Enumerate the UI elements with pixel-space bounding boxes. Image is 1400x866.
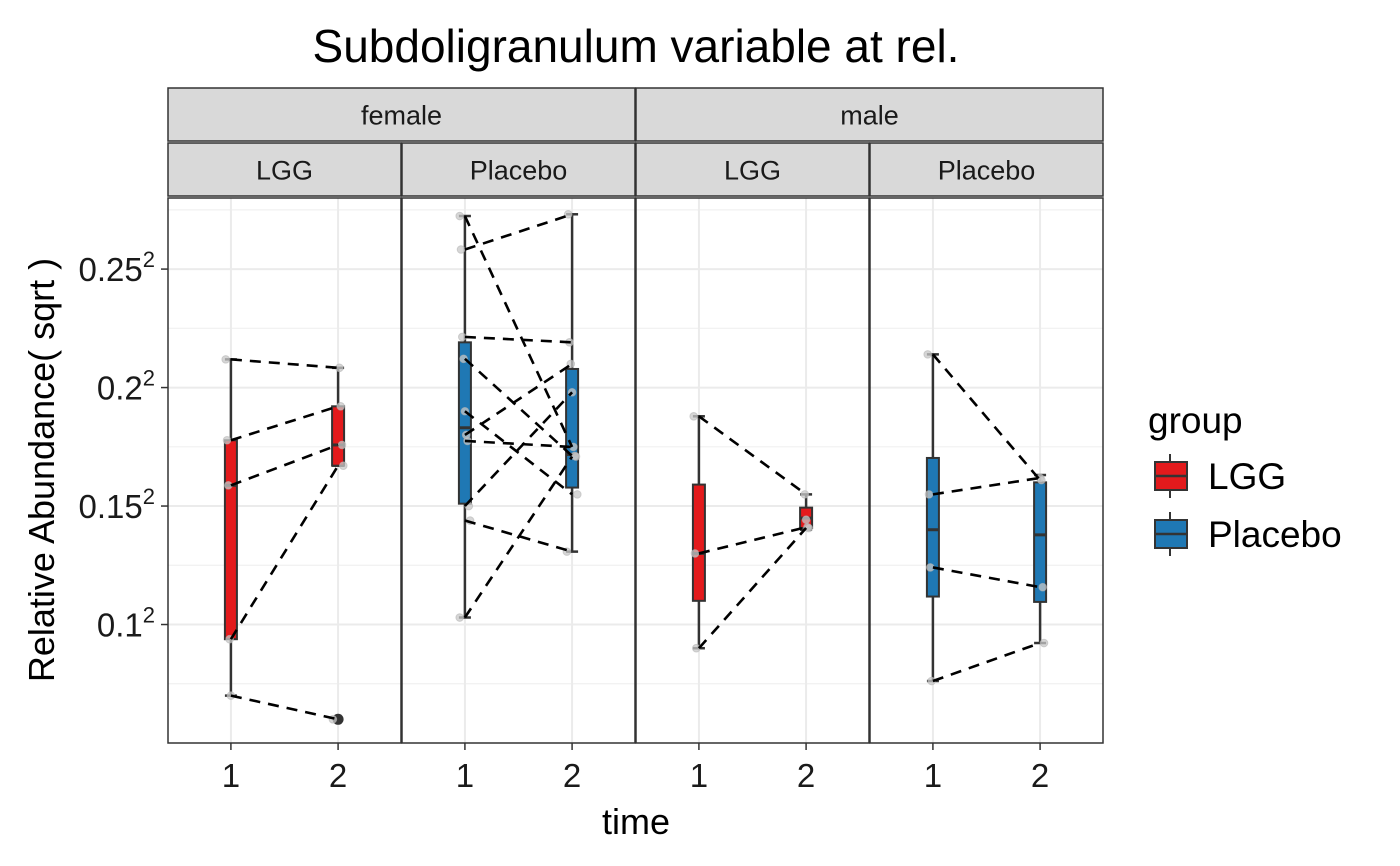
box-iqr bbox=[457, 341, 472, 505]
chart-title: Subdoligranulum variable at rel. bbox=[313, 20, 960, 72]
x-axis: 1 2 1 2 1 2 1 2 bbox=[222, 743, 1049, 794]
y-axis-title: Relative Abundance( sqrt ) bbox=[21, 258, 62, 682]
pair-line bbox=[229, 464, 340, 640]
data-point bbox=[336, 401, 345, 411]
panel-border bbox=[167, 197, 402, 744]
box-iqr bbox=[691, 483, 706, 602]
pair-line bbox=[463, 215, 574, 448]
x-tick-label: 2 bbox=[563, 757, 581, 794]
data-point bbox=[456, 245, 466, 254]
box-iqr bbox=[565, 367, 580, 489]
panel-border bbox=[635, 197, 870, 744]
y-tick-label: 0.22 bbox=[97, 366, 155, 407]
pair-line bbox=[463, 391, 574, 507]
strip-label-LGG: LGG bbox=[256, 156, 313, 186]
pair-line bbox=[698, 415, 807, 496]
box-iqr bbox=[331, 405, 346, 467]
strip-male bbox=[635, 87, 1104, 142]
data-point bbox=[221, 355, 231, 364]
panel-background bbox=[168, 198, 401, 743]
panel-male-LGG bbox=[635, 197, 870, 744]
strip-label-female: female bbox=[361, 101, 442, 131]
panel-female-Placebo bbox=[401, 197, 636, 744]
data-point bbox=[222, 435, 232, 445]
strip-label-male: male bbox=[840, 101, 899, 131]
data-point bbox=[800, 490, 810, 499]
facet-panels bbox=[167, 197, 1104, 744]
x-tick-label: 1 bbox=[456, 757, 474, 794]
data-point bbox=[563, 209, 573, 219]
data-point bbox=[1039, 638, 1049, 648]
strip-male-Placebo bbox=[869, 142, 1104, 197]
strip-female-Placebo bbox=[401, 142, 636, 197]
strip-female-LGG bbox=[167, 142, 402, 197]
sub-facet-strips: LGG Placebo LGG Placebo bbox=[167, 142, 1104, 197]
strip-label-Placebo: Placebo bbox=[938, 156, 1036, 186]
legend-key-LGG bbox=[1154, 454, 1188, 498]
y-tick-label: 0.252 bbox=[79, 247, 155, 288]
panel-background bbox=[636, 198, 869, 743]
data-point bbox=[689, 411, 699, 421]
pair-line bbox=[464, 357, 573, 457]
data-point bbox=[335, 363, 344, 373]
legend-label-LGG: LGG bbox=[1208, 456, 1286, 497]
data-point bbox=[1038, 582, 1047, 592]
pair-line bbox=[230, 443, 339, 487]
legend-key-Placebo bbox=[1154, 512, 1188, 556]
box-time-1 bbox=[925, 353, 940, 683]
x-tick-label: 1 bbox=[924, 757, 942, 794]
panel-female-LGG bbox=[167, 197, 402, 744]
data-point bbox=[571, 452, 581, 461]
legend: group LGG Placebo bbox=[1148, 400, 1342, 556]
box-iqr bbox=[223, 439, 238, 641]
data-point bbox=[924, 490, 934, 499]
panel-background bbox=[402, 198, 635, 743]
top-facet-strips: female male bbox=[167, 87, 1104, 142]
data-point bbox=[1037, 475, 1046, 485]
panel-male-Placebo bbox=[869, 197, 1104, 744]
strip-female bbox=[167, 87, 636, 142]
pair-line bbox=[463, 455, 574, 619]
x-tick-label: 2 bbox=[329, 757, 347, 794]
data-point bbox=[690, 549, 700, 558]
y-tick-label: 0.12 bbox=[97, 603, 155, 644]
strip-label-LGG: LGG bbox=[724, 156, 781, 186]
data-point bbox=[455, 211, 465, 221]
y-axis: 0.12 0.152 0.22 0.252 bbox=[79, 247, 168, 644]
box-time-2 bbox=[1033, 473, 1048, 645]
x-tick-label: 2 bbox=[797, 757, 815, 794]
x-tick-label: 2 bbox=[1031, 757, 1049, 794]
legend-label-Placebo: Placebo bbox=[1208, 514, 1342, 555]
panel-border bbox=[869, 197, 1104, 744]
data-point bbox=[923, 350, 933, 359]
panel-background bbox=[870, 198, 1103, 743]
pair-line bbox=[464, 362, 573, 437]
strip-label-Placebo: Placebo bbox=[470, 156, 568, 186]
data-point bbox=[338, 461, 348, 470]
data-point bbox=[801, 515, 811, 525]
data-point bbox=[337, 440, 347, 450]
legend-title: group bbox=[1148, 400, 1243, 441]
data-point bbox=[455, 613, 465, 622]
box-iqr bbox=[925, 456, 940, 598]
y-tick-label: 0.152 bbox=[79, 484, 155, 525]
panel-border bbox=[401, 197, 636, 744]
x-axis-title: time bbox=[602, 801, 670, 842]
box-time-1 bbox=[457, 214, 472, 619]
pair-line bbox=[931, 353, 1042, 481]
pair-line bbox=[697, 527, 808, 650]
data-point bbox=[572, 490, 582, 499]
x-tick-label: 1 bbox=[222, 757, 240, 794]
pair-line bbox=[464, 410, 573, 496]
strip-male-LGG bbox=[635, 142, 870, 197]
x-tick-label: 1 bbox=[690, 757, 708, 794]
